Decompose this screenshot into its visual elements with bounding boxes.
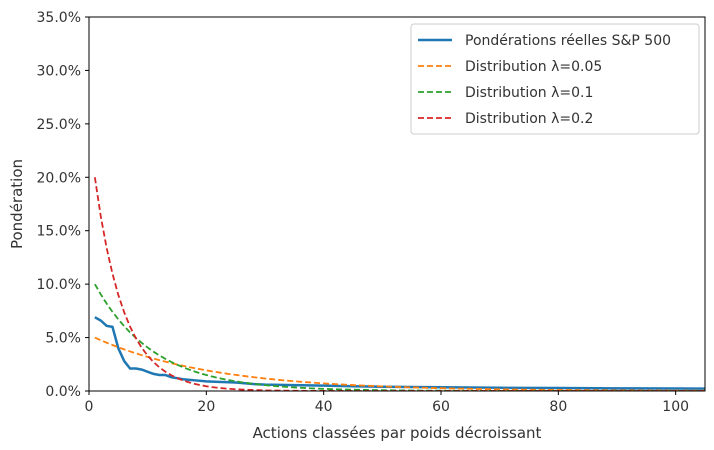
y-tick-label: 5.0% [45,331,81,347]
y-axis: 0.0% 5.0% 10.0% 15.0% 20.0% 25.0% 30.0% 35.0% [37,10,89,400]
x-axis-label: Actions classées par poids décroissant [253,424,542,442]
plot-frame [88,16,706,392]
legend-label: Distribution λ=0.05 [465,59,602,75]
x-axis: 0 20 40 60 80 100 [85,391,689,415]
x-tick-label: 40 [315,399,333,415]
y-tick-label: 35.0% [37,10,81,26]
y-tick-label: 20.0% [37,170,81,186]
y-tick-label: 25.0% [37,117,81,133]
x-tick-label: 0 [85,399,94,415]
x-tick-label: 60 [432,399,450,415]
legend-label: Distribution λ=0.2 [465,111,593,127]
series-line-4 [93,177,705,391]
legend: Pondérations réelles S&P 500 Distribution… [410,23,700,135]
y-tick-label: 15.0% [37,224,81,240]
series-line-3 [94,283,705,391]
series-layer [93,177,705,391]
legend-label: Distribution λ=0.1 [465,85,593,101]
x-tick-label: 80 [549,399,567,415]
legend-label: Pondérations réelles S&P 500 [465,33,671,49]
series-line-1 [94,316,705,390]
y-tick-label: 0.0% [45,384,81,400]
x-tick-label: 20 [197,399,215,415]
y-tick-label: 30.0% [37,63,81,79]
x-tick-label: 100 [662,399,689,415]
series-line-2 [94,336,705,391]
y-tick-label: 10.0% [37,277,81,293]
legend-box [410,23,700,135]
y-axis-label: Pondération [8,159,26,249]
